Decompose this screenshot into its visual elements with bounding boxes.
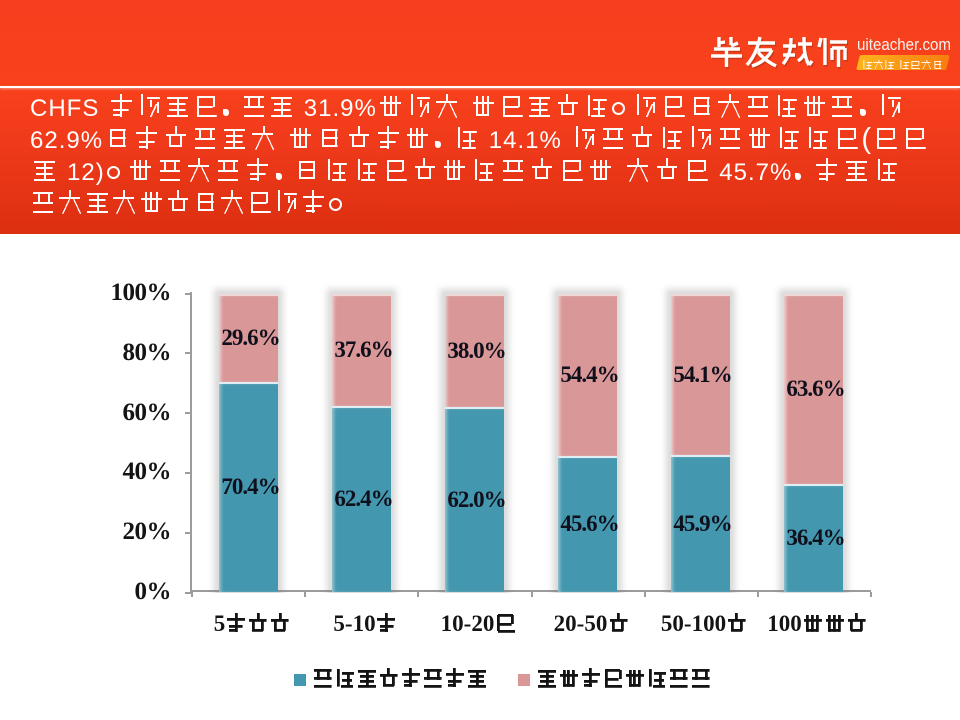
svg-text:uiteacher.com: uiteacher.com	[857, 36, 951, 54]
